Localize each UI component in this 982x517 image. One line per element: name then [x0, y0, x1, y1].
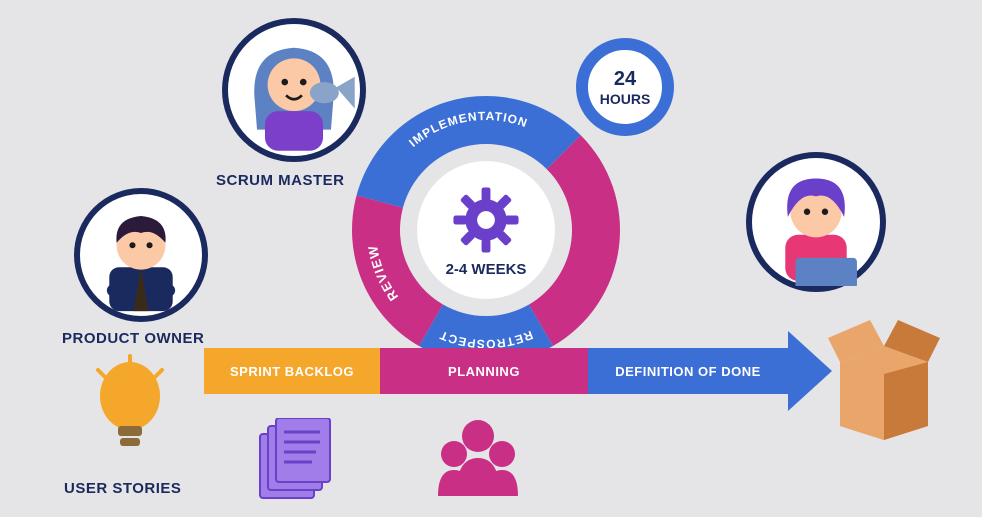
cycle-duration-label: 2-4 WEEKS	[446, 261, 527, 278]
scrum-master-icon	[228, 24, 360, 156]
team-icon	[430, 412, 526, 496]
documents-icon	[256, 418, 334, 502]
sprint-backlog-label: SPRINT BACKLOG	[230, 364, 354, 379]
planning-bar: PLANNING	[380, 348, 588, 394]
scrum-master-label: SCRUM MASTER	[216, 172, 345, 189]
planning-label: PLANNING	[448, 364, 520, 379]
team-member-avatar	[746, 152, 886, 292]
definition-of-done-label: DEFINITION OF DONE	[615, 364, 761, 379]
sprint-backlog-bar: SPRINT BACKLOG	[204, 348, 380, 394]
team-member-icon	[752, 158, 880, 286]
package-icon	[820, 314, 948, 442]
product-owner-label: PRODUCT OWNER	[62, 330, 204, 347]
daily-hours-label: HOURS	[600, 91, 651, 107]
daily-standup-badge: 24 HOURS	[576, 38, 674, 136]
product-owner-avatar	[74, 188, 208, 322]
product-owner-icon	[80, 194, 202, 316]
lightbulb-icon	[94, 360, 166, 460]
definition-of-done-bar: DEFINITION OF DONE	[588, 348, 788, 394]
cycle-center: 2-4 WEEKS	[417, 161, 555, 299]
scrum-master-avatar	[222, 18, 366, 162]
sprint-cycle-ring: REVIEW IMPLEMENTATION RETROSPECT 2-4 WEE…	[352, 96, 620, 364]
gear-icon	[449, 183, 523, 257]
user-stories-label: USER STORIES	[64, 480, 181, 497]
daily-hours-number: 24	[614, 68, 636, 91]
